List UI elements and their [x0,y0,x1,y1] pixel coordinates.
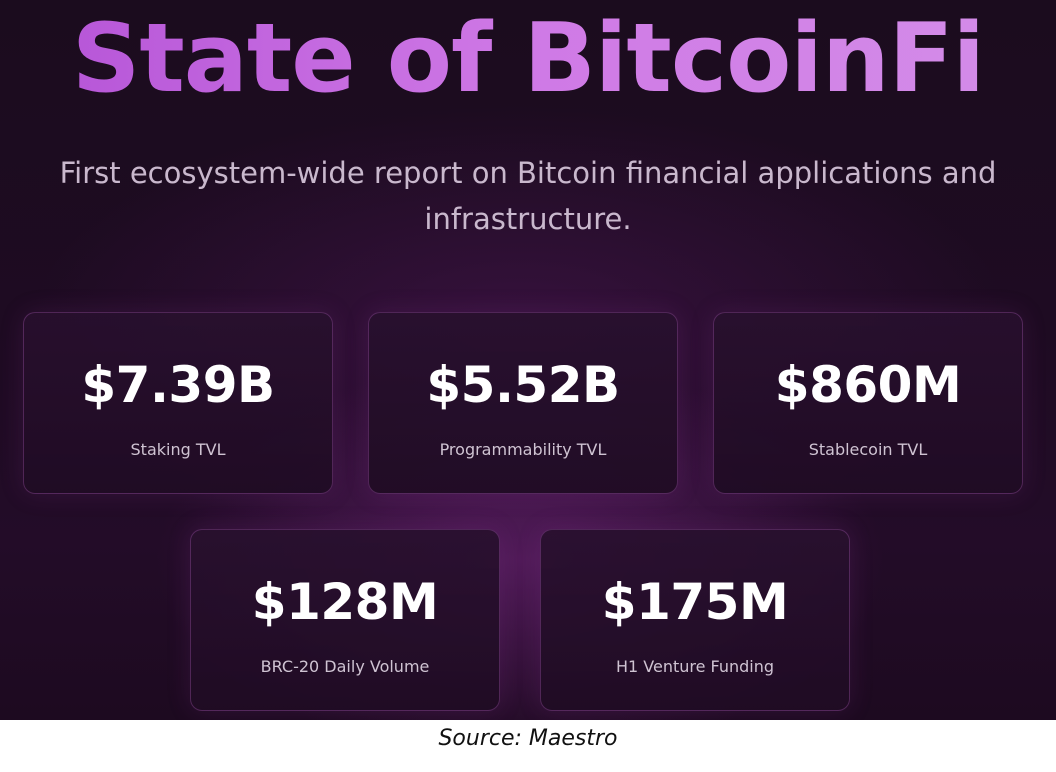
stat-value: $7.39B [81,356,275,414]
stat-card-brc20-daily-volume: $128M BRC-20 Daily Volume [190,529,500,711]
stat-label: H1 Venture Funding [615,657,775,676]
stat-label: Programmability TVL [439,440,607,459]
stat-value: $175M [601,573,789,631]
stat-value: $128M [251,573,439,631]
hero-banner: State of BitcoinFi First ecosystem-wide … [0,0,1056,720]
stat-card-h1-venture-funding: $175M H1 Venture Funding [540,529,850,711]
source-caption: Source: Maestro [0,720,1056,772]
stat-value: $5.52B [426,356,620,414]
stat-value: $860M [774,356,962,414]
stat-card-stablecoin-tvl: $860M Stablecoin TVL [713,312,1023,494]
stat-card-programmability-tvl: $5.52B Programmability TVL [368,312,678,494]
page-subtitle: First ecosystem-wide report on Bitcoin f… [59,156,997,236]
stat-card-staking-tvl: $7.39B Staking TVL [23,312,333,494]
stat-label: Staking TVL [130,440,226,459]
page-title: State of BitcoinFi [0,4,1056,114]
stat-label: Stablecoin TVL [808,440,928,459]
stat-label: BRC-20 Daily Volume [260,657,430,676]
